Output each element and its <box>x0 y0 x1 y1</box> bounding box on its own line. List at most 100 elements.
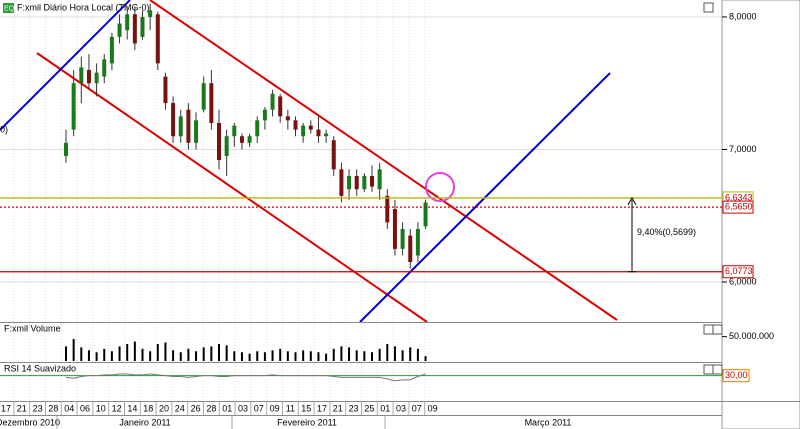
volume-bar <box>195 351 198 361</box>
candle-body <box>370 175 374 187</box>
day-label: 06 <box>80 403 90 413</box>
month-label: Fevereiro 2011 <box>277 417 337 427</box>
candle-body <box>178 116 183 137</box>
volume-bar <box>401 350 404 361</box>
day-label: 17 <box>317 403 327 413</box>
day-label: 23 <box>349 403 359 413</box>
red-channel-upper <box>149 0 618 321</box>
candle-body <box>232 125 237 137</box>
volume-bar <box>393 346 396 361</box>
volume-bar <box>355 350 358 361</box>
volume-bar <box>416 348 419 361</box>
close-button[interactable] <box>712 324 723 335</box>
volume-bar <box>103 348 106 361</box>
day-label: 25 <box>364 403 374 413</box>
candle-body <box>224 136 229 157</box>
volume-bar <box>340 346 343 361</box>
day-label: 14 <box>127 403 137 413</box>
volume-bar <box>309 351 312 361</box>
day-label: 10 <box>96 403 106 413</box>
window-button[interactable] <box>703 364 714 375</box>
price-level-label: 6,5650 <box>725 201 753 211</box>
day-label: 28 <box>48 403 58 413</box>
candle-body <box>423 202 428 227</box>
window-button[interactable] <box>703 2 714 13</box>
day-label: 07 <box>412 403 422 413</box>
volume-bar <box>424 356 427 361</box>
app-icon-text: EQ <box>4 5 15 12</box>
candle-body <box>117 23 122 37</box>
day-label: 03 <box>396 403 406 413</box>
chart-title: F:xmil Diário Hora Local (TMG-0) <box>17 2 150 12</box>
candle-body <box>64 142 68 157</box>
candle-body <box>400 228 405 249</box>
volume-bar <box>172 350 175 361</box>
volume-bar <box>371 352 373 361</box>
volume-bar <box>95 352 98 361</box>
volume-bar <box>332 348 335 361</box>
candle-body <box>71 83 76 130</box>
candle-body <box>392 209 397 249</box>
volume-bar <box>80 347 83 361</box>
volume-bar <box>317 352 320 361</box>
candle-body <box>102 59 107 77</box>
day-label: 21 <box>17 403 27 413</box>
volume-bar <box>156 343 159 361</box>
candle-body <box>194 120 199 143</box>
candle-body <box>339 169 344 196</box>
blue-line <box>0 0 131 131</box>
candle-body <box>293 120 298 130</box>
day-label: 07 <box>254 403 264 413</box>
candle-body <box>86 69 91 84</box>
y-tick-label: 7,0000 <box>729 144 757 154</box>
candle-body <box>217 122 221 161</box>
candle-body <box>347 175 352 190</box>
candle-body <box>94 72 99 84</box>
candle-body <box>163 76 168 104</box>
red-channel-lower <box>36 52 428 323</box>
volume-bar <box>233 351 236 361</box>
highlight-circle <box>425 172 455 202</box>
measure-annotation: 9,40%(0,5699) <box>637 227 696 237</box>
candle-body <box>201 83 206 110</box>
price-level-box <box>722 200 754 214</box>
candle-body <box>140 16 145 37</box>
day-label: 26 <box>191 403 201 413</box>
candle-body <box>278 96 283 117</box>
candle-body <box>415 228 420 256</box>
day-label: 23 <box>33 403 43 413</box>
day-label: 03 <box>238 403 248 413</box>
y-tick-label: 8,0000 <box>729 11 757 21</box>
window-button[interactable] <box>703 324 714 335</box>
candle-body <box>354 175 359 190</box>
close-button[interactable] <box>712 364 723 375</box>
price-axis <box>721 0 800 429</box>
candle-body <box>171 103 176 137</box>
y-tick-label: 6,0000 <box>729 276 757 286</box>
candle-body <box>79 67 84 84</box>
candle-body <box>377 169 382 190</box>
candle-body <box>308 125 313 130</box>
volume-bar <box>286 351 289 361</box>
volume-bar <box>325 353 328 361</box>
volume-bar <box>65 346 67 361</box>
day-label: 09 <box>428 403 438 413</box>
volume-bar <box>149 351 152 361</box>
app-icon <box>3 3 14 13</box>
volume-bar <box>302 350 305 361</box>
volume-bar <box>279 348 282 361</box>
volume-bar <box>256 351 259 361</box>
candle-body <box>262 109 267 121</box>
candle-body <box>408 235 413 263</box>
volume-bar <box>72 339 75 361</box>
volume-bar <box>141 348 144 361</box>
volume-bar <box>187 348 190 361</box>
candle-body <box>270 93 275 110</box>
volume-bar <box>248 353 251 361</box>
candle-body <box>331 140 336 170</box>
volume-bar <box>164 342 167 361</box>
volume-bar <box>133 341 136 361</box>
day-label: 04 <box>64 403 74 413</box>
volume-bar <box>263 352 266 361</box>
